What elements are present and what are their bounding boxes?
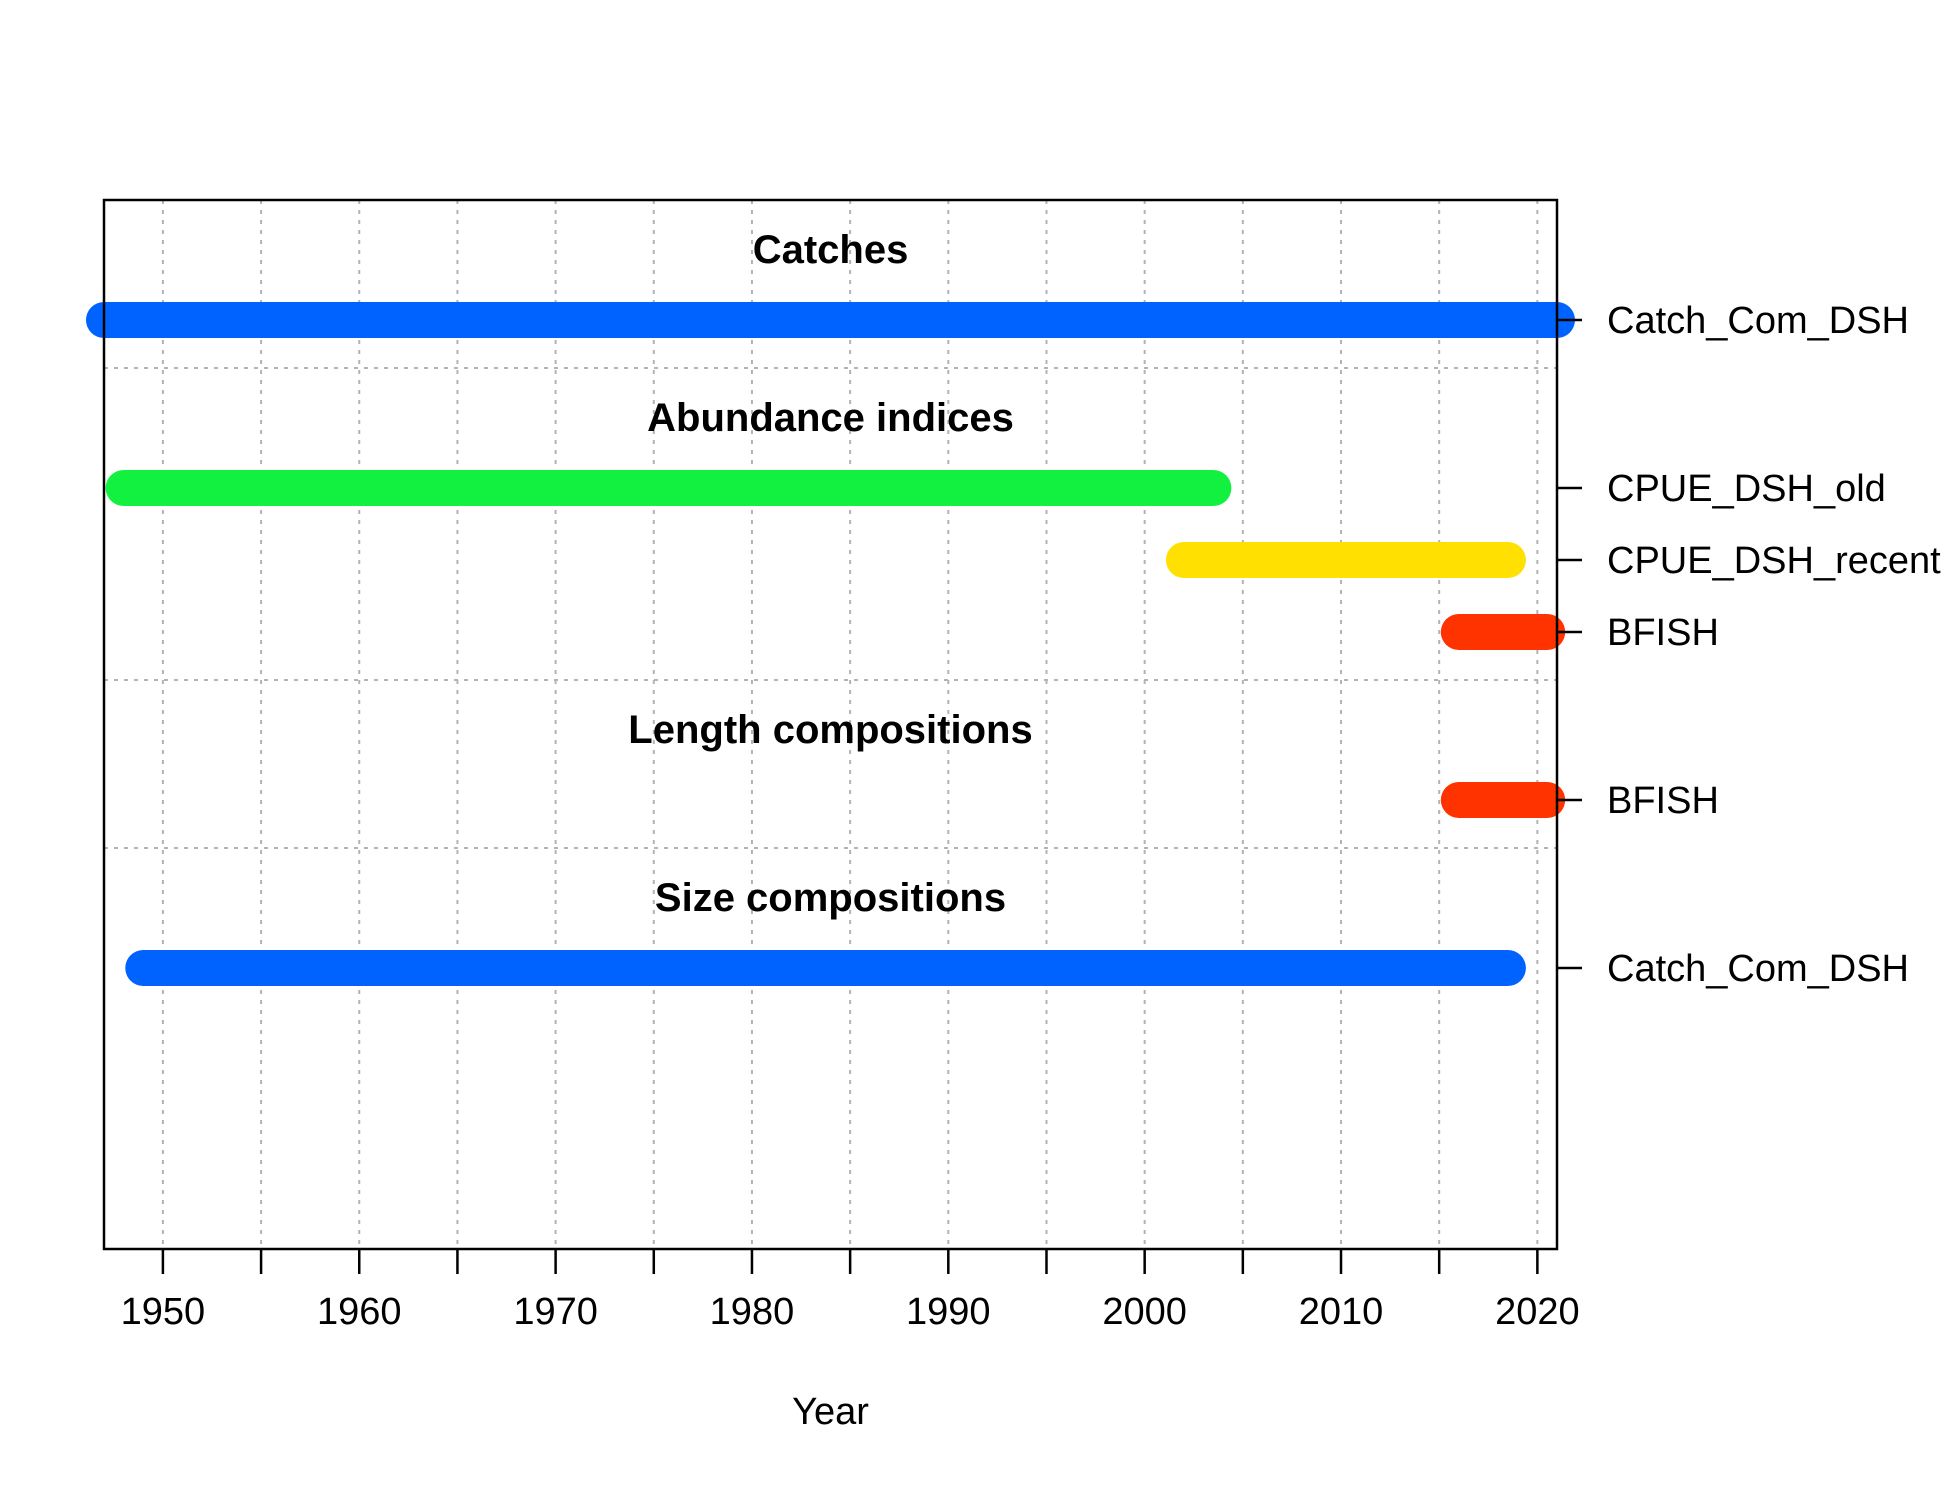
x-axis: 1950 1960 1970 1980 1990 2000 2010 2020 xyxy=(121,318,1582,1333)
x-tick-label: 1960 xyxy=(317,1291,402,1333)
row-label: CPUE_DSH_old xyxy=(1607,468,1886,510)
row-label: CPUE_DSH_recent xyxy=(1607,540,1941,582)
group-title: Catches xyxy=(753,228,909,272)
row-label: Catch_Com_DSH xyxy=(1607,300,1909,342)
row-label: BFISH xyxy=(1607,780,1719,822)
x-tick-label: 1990 xyxy=(906,1291,991,1333)
x-axis-title: Year xyxy=(792,1391,869,1433)
x-tick-label: 1970 xyxy=(513,1291,598,1333)
x-tick-label: 2020 xyxy=(1495,1291,1580,1333)
row-label: Catch_Com_DSH xyxy=(1607,948,1909,990)
group-titles: Catches Abundance indices Length compositi… xyxy=(628,228,1032,920)
row-label: BFISH xyxy=(1607,612,1719,654)
group-title: Abundance indices xyxy=(647,396,1014,440)
group-title: Length compositions xyxy=(628,708,1032,752)
group-title: Size compositions xyxy=(655,876,1006,920)
grid xyxy=(104,200,1557,1249)
plot-frame xyxy=(102,198,1559,1251)
data-bars xyxy=(86,302,1575,986)
x-tick-label: 1950 xyxy=(121,1291,206,1333)
row-labels: Catch_Com_DSH CPUE_DSH_old CPUE_DSH_recent… xyxy=(1607,300,1941,990)
x-tick-label: 2000 xyxy=(1102,1291,1187,1333)
x-tick-label: 1980 xyxy=(710,1291,795,1333)
x-tick-label: 2010 xyxy=(1299,1291,1384,1333)
